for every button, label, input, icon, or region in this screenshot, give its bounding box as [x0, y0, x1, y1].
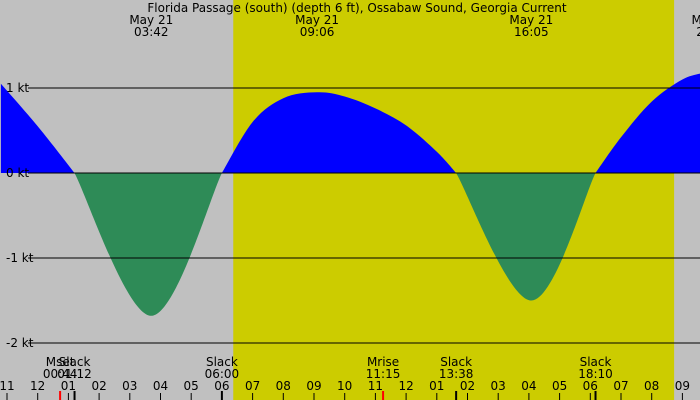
event-name: Mset — [46, 355, 75, 369]
y-tick-label: -2 kt — [6, 336, 34, 350]
hour-tick-label: 09 — [675, 379, 690, 393]
hour-tick-label: 07 — [245, 379, 260, 393]
hour-tick-label: 04 — [153, 379, 168, 393]
hour-tick-label: 08 — [644, 379, 659, 393]
daylight-band — [233, 0, 675, 400]
y-tick-label: 0 kt — [6, 166, 29, 180]
event-name: Mrise — [367, 355, 399, 369]
top-date-label: May 21 — [509, 13, 553, 27]
top-time-label: 03:42 — [134, 25, 169, 39]
hour-tick-label: 06 — [214, 379, 229, 393]
event-name: Slack — [580, 355, 612, 369]
hour-tick-label: 06 — [583, 379, 598, 393]
hour-tick-label: 05 — [184, 379, 199, 393]
top-time-label: 21 — [696, 25, 700, 39]
hour-tick-label: 04 — [521, 379, 536, 393]
ebb-area — [74, 173, 222, 316]
top-time-label: 09:06 — [300, 25, 335, 39]
hour-tick-label: 11 — [368, 379, 383, 393]
top-time-label: 16:05 — [514, 25, 549, 39]
flood-area — [0, 83, 75, 173]
event-time: 13:38 — [439, 367, 474, 381]
event-time: 06:00 — [205, 367, 240, 381]
top-date-label: May — [691, 13, 700, 27]
flood-area — [221, 92, 457, 173]
chart-title: Florida Passage (south) (depth 6 ft), Os… — [147, 1, 566, 15]
hour-tick-label: 08 — [276, 379, 291, 393]
top-date-label: May 21 — [129, 13, 173, 27]
hour-tick-label: 05 — [552, 379, 567, 393]
ebb-area — [456, 173, 596, 301]
top-date-label: May 21 — [295, 13, 339, 27]
hour-tick-label: 02 — [460, 379, 475, 393]
hour-tick-label: 11 — [0, 379, 15, 393]
hour-tick-label: 12 — [398, 379, 413, 393]
flood-area — [595, 73, 700, 173]
hour-tick-label: 02 — [91, 379, 106, 393]
event-name: Slack — [440, 355, 472, 369]
event-name: Slack — [59, 355, 91, 369]
hour-tick-label: 12 — [30, 379, 45, 393]
hour-tick-label: 10 — [337, 379, 352, 393]
hour-tick-label: 03 — [491, 379, 506, 393]
y-tick-label: 1 kt — [6, 81, 29, 95]
hour-tick-label: 01 — [61, 379, 76, 393]
y-tick-label: -1 kt — [6, 251, 34, 265]
hour-tick-label: 09 — [306, 379, 321, 393]
event-time: 01:12 — [57, 367, 92, 381]
event-name: Slack — [206, 355, 238, 369]
event-time: 18:10 — [578, 367, 613, 381]
hour-tick-label: 03 — [122, 379, 137, 393]
event-time: 00:44 — [43, 367, 78, 381]
event-time: 11:15 — [366, 367, 401, 381]
hour-tick-label: 07 — [613, 379, 628, 393]
hour-tick-label: 01 — [429, 379, 444, 393]
